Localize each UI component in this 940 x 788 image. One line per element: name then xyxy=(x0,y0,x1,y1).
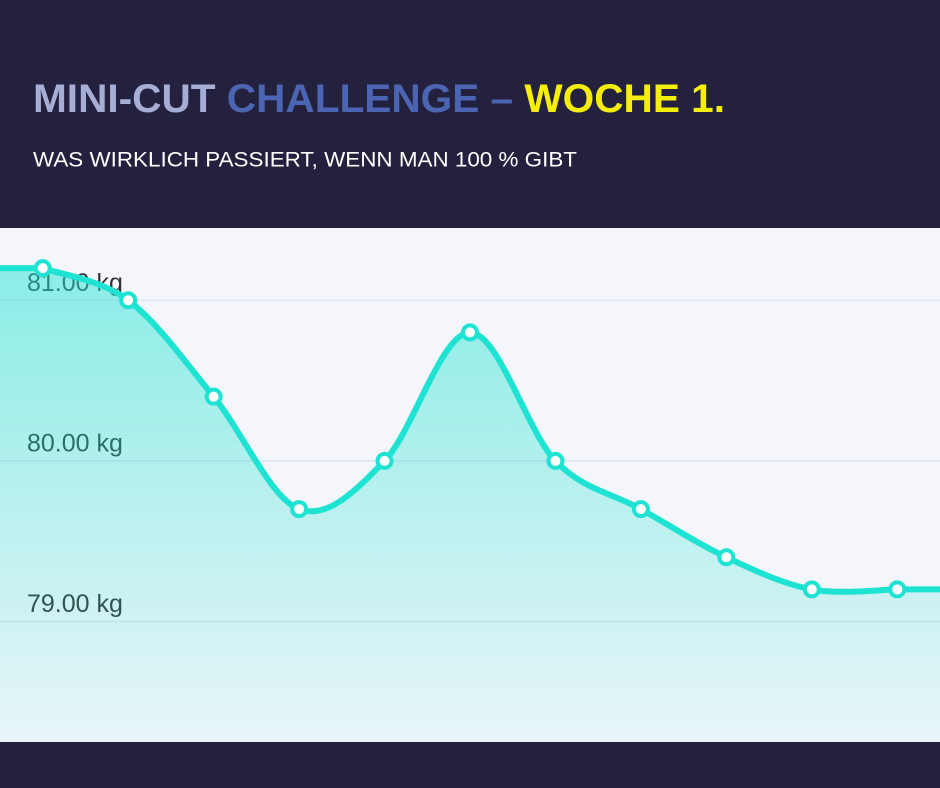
point xyxy=(375,451,394,470)
point xyxy=(546,451,565,470)
point xyxy=(631,500,650,519)
subtitle: WAS WIRKLICH PASSIERT, WENN MAN 100 % GI… xyxy=(33,149,577,172)
point xyxy=(290,500,309,519)
point xyxy=(802,580,821,599)
point xyxy=(33,259,52,278)
point xyxy=(888,580,907,599)
title-part: CHALLENGE – xyxy=(227,77,513,121)
point xyxy=(717,548,736,567)
title-part: WOCHE 1. xyxy=(524,77,725,121)
point xyxy=(119,291,138,310)
point xyxy=(204,387,223,406)
area xyxy=(0,268,940,742)
chart-title: MINI-CUT CHALLENGE – WOCHE 1. xyxy=(33,77,725,121)
point xyxy=(461,323,479,342)
title-part: MINI-CUT xyxy=(33,77,216,121)
